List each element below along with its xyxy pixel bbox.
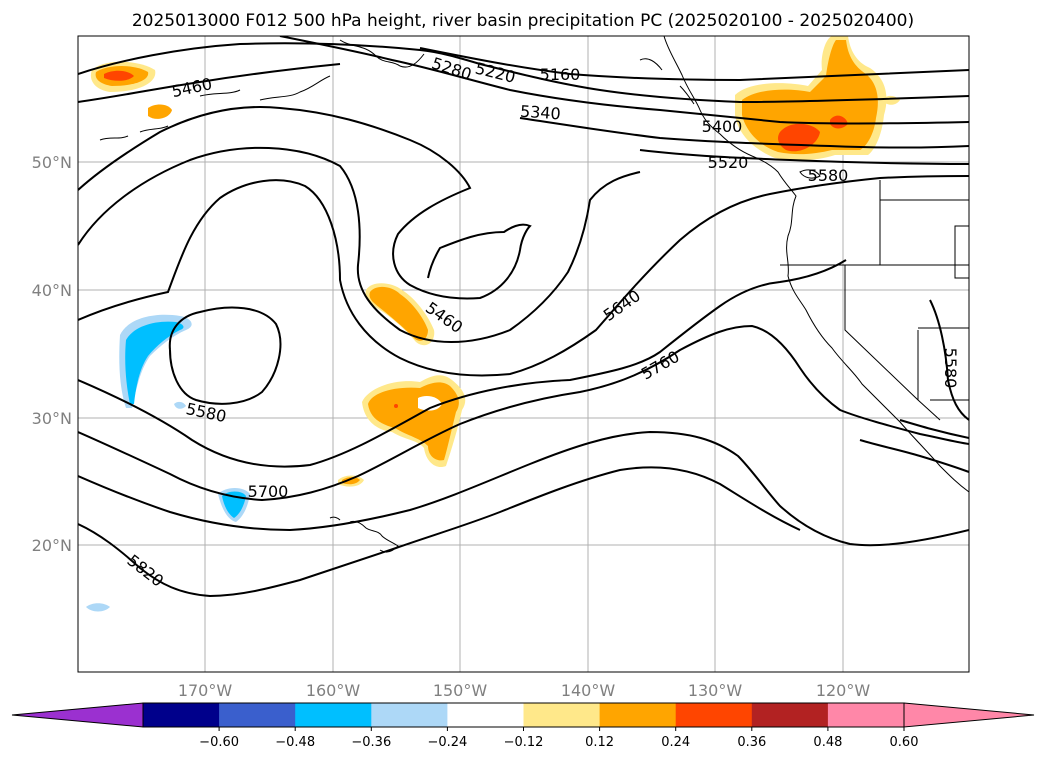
map-area: 5460 5280 5220 5160 5340 5400 5520 5580 … — [77, 35, 970, 673]
colorbar-tick-label: −0.60 — [199, 735, 239, 750]
contour-label: 5580 — [941, 348, 960, 389]
contour-line — [78, 63, 341, 103]
contour-label: 5520 — [708, 153, 749, 172]
coastline-island — [799, 169, 821, 179]
contour-line-5220 — [479, 63, 969, 104]
shade-positive-strong — [394, 404, 398, 408]
lon-label: 130°W — [688, 681, 743, 700]
colorbar-segment — [675, 703, 753, 727]
colorbar-segment — [371, 703, 448, 727]
shade-positive-strong — [830, 115, 848, 129]
colorbar-tick-label: −0.36 — [351, 735, 391, 750]
contour-line-5640 — [78, 175, 969, 377]
latitude-labels: 50°N 40°N 30°N 20°N — [32, 153, 72, 555]
coastline-aleutians — [199, 75, 331, 101]
colorbar-segments — [143, 703, 905, 727]
lat-label: 50°N — [32, 153, 72, 172]
shade-negative-light — [86, 603, 110, 612]
colorbar-segment — [523, 703, 601, 727]
contour-line — [859, 439, 969, 473]
lon-label: 140°W — [561, 681, 616, 700]
coastline-islands — [639, 58, 695, 105]
shade-negative-mid — [125, 321, 184, 404]
contour-label: 5400 — [702, 117, 743, 136]
contour-line — [78, 259, 847, 468]
contour-line-5160 — [419, 47, 969, 82]
longitude-labels: 170°W 160°W 150°W 140°W 130°W 120°W — [178, 681, 871, 700]
colorbar-segment — [295, 703, 372, 727]
colorbar-extend-low — [11, 702, 144, 728]
shade-positive-strong — [104, 70, 134, 81]
colorbar-tick-label: 0.36 — [737, 735, 766, 750]
map-frame — [77, 35, 970, 673]
state-boundary — [954, 225, 969, 279]
colorbar-tick-label: −0.48 — [275, 735, 315, 750]
contour-line — [78, 42, 481, 75]
lat-label: 40°N — [32, 281, 72, 300]
colorbar-segment — [751, 703, 829, 727]
coastlines — [99, 36, 969, 553]
contour-line-5760 — [78, 324, 969, 502]
shade-negative-light — [174, 401, 186, 409]
contour-line — [519, 117, 969, 149]
shade-positive-mid — [148, 104, 172, 119]
contour-line — [899, 419, 969, 439]
coastline-aleutians — [99, 125, 169, 141]
contour-line-5520 — [639, 149, 969, 165]
colorbar-segment — [447, 703, 524, 727]
coastline-north-america — [663, 36, 969, 493]
contour-line-5580 — [929, 299, 969, 421]
colorbar-tick-label: 0.12 — [585, 735, 614, 750]
lat-label: 30°N — [32, 409, 72, 428]
contour-line — [78, 146, 641, 343]
contour-label: 5700 — [248, 482, 289, 501]
shade-positive-mid — [342, 477, 360, 485]
colorbar-segment — [599, 703, 677, 727]
contour-label: 5160 — [540, 65, 581, 84]
shade-positive-mid — [369, 286, 428, 341]
figure-title: 2025013000 F012 500 hPa height, river ba… — [132, 11, 914, 31]
colorbar-segment — [219, 703, 296, 727]
colorbar-tick-label: 0.48 — [813, 735, 842, 750]
lat-label: 20°N — [32, 536, 72, 555]
contour-line-5340 — [279, 36, 969, 125]
state-boundary — [844, 265, 941, 421]
contour-line-5580-closed — [168, 306, 282, 405]
height-contours — [78, 36, 969, 598]
colorbar-extend-high — [903, 702, 1035, 728]
lon-label: 160°W — [306, 681, 361, 700]
colorbar-tick-label: −0.12 — [504, 735, 544, 750]
contour-line-5460 — [78, 106, 532, 300]
lon-label: 170°W — [178, 681, 233, 700]
contour-line-5820 — [78, 466, 801, 598]
colorbar-tick-label: −0.24 — [427, 735, 467, 750]
contour-line — [78, 430, 969, 547]
colorbar-tick-label: 0.24 — [661, 735, 690, 750]
colorbar-segment — [827, 703, 905, 727]
colorbar: −0.60 −0.48 −0.36 −0.24 −0.12 0.12 0.24 0.36 0.4… — [11, 702, 1035, 750]
colorbar-tick-labels: −0.60 −0.48 −0.36 −0.24 −0.12 0.12 0.24 0.36 0.4… — [199, 727, 918, 750]
lon-label: 150°W — [433, 681, 488, 700]
colorbar-segment — [143, 703, 220, 727]
shade-neutral — [418, 396, 442, 411]
contour-label: 5580 — [808, 166, 849, 185]
lon-label: 120°W — [816, 681, 871, 700]
colorbar-tick-label: 0.60 — [890, 735, 919, 750]
contour-label: 5340 — [519, 102, 561, 124]
shaded-regions — [86, 36, 900, 612]
